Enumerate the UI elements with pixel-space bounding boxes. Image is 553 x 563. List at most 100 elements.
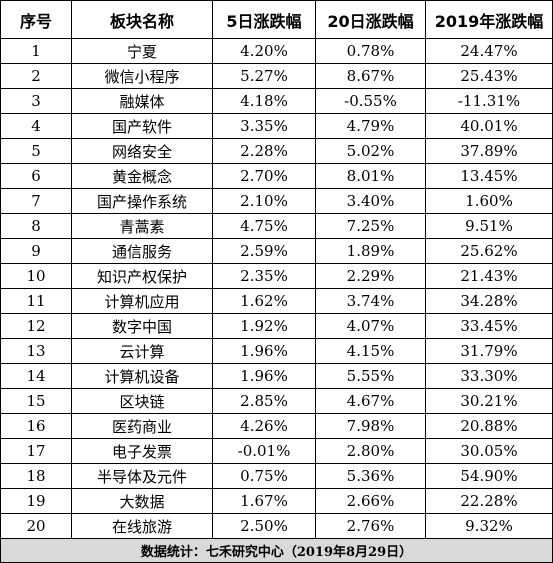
table-row: 8 青蒿素 4.75% 7.25% 9.51% — [0, 213, 553, 239]
cell-sector-name: 医药商业 — [71, 413, 213, 439]
cell-sector-name: 计算机设备 — [71, 363, 213, 389]
cell-2019-change: 1.60% — [425, 188, 553, 214]
cell-5day-change: 3.35% — [212, 113, 316, 139]
cell-2019-change: 33.45% — [425, 313, 553, 339]
cell-2019-change: -11.31% — [425, 88, 553, 114]
cell-20day-change: 3.74% — [315, 288, 426, 314]
table-row: 1 宁夏 4.20% 0.78% 24.47% — [0, 38, 553, 64]
table-row: 2 微信小程序 5.27% 8.67% 25.43% — [0, 63, 553, 89]
cell-5day-change: 1.96% — [212, 338, 316, 364]
header-row: 序号 板块名称 5日涨跌幅 20日涨跌幅 2019年涨跌幅 — [0, 0, 553, 39]
cell-index: 13 — [0, 338, 72, 364]
cell-2019-change: 34.28% — [425, 288, 553, 314]
cell-5day-change: 4.20% — [212, 38, 316, 64]
cell-index: 8 — [0, 213, 72, 239]
table-row: 9 通信服务 2.59% 1.89% 25.62% — [0, 238, 553, 264]
cell-index: 3 — [0, 88, 72, 114]
cell-20day-change: 8.01% — [315, 163, 426, 189]
cell-5day-change: 1.96% — [212, 363, 316, 389]
cell-5day-change: 2.59% — [212, 238, 316, 264]
cell-20day-change: 2.66% — [315, 488, 426, 514]
table-row: 4 国产软件 3.35% 4.79% 40.01% — [0, 113, 553, 139]
cell-2019-change: 54.90% — [425, 463, 553, 489]
cell-20day-change: 2.80% — [315, 438, 426, 464]
table-row: 7 国产操作系统 2.10% 3.40% 1.60% — [0, 188, 553, 214]
table-row: 18 半导体及元件 0.75% 5.36% 54.90% — [0, 463, 553, 489]
table-row: 11 计算机应用 1.62% 3.74% 34.28% — [0, 288, 553, 314]
table-row: 3 融媒体 4.18% -0.55% -11.31% — [0, 88, 553, 114]
cell-sector-name: 通信服务 — [71, 238, 213, 264]
cell-index: 5 — [0, 138, 72, 164]
cell-5day-change: 2.70% — [212, 163, 316, 189]
cell-sector-name: 区块链 — [71, 388, 213, 414]
cell-index: 19 — [0, 488, 72, 514]
cell-sector-name: 大数据 — [71, 488, 213, 514]
cell-20day-change: 7.25% — [315, 213, 426, 239]
cell-sector-name: 青蒿素 — [71, 213, 213, 239]
cell-2019-change: 33.30% — [425, 363, 553, 389]
cell-sector-name: 数字中国 — [71, 313, 213, 339]
table-row: 17 电子发票 -0.01% 2.80% 30.05% — [0, 438, 553, 464]
cell-20day-change: 7.98% — [315, 413, 426, 439]
cell-2019-change: 20.88% — [425, 413, 553, 439]
cell-sector-name: 知识产权保护 — [71, 263, 213, 289]
table-row: 19 大数据 1.67% 2.66% 22.28% — [0, 488, 553, 514]
cell-sector-name: 网络安全 — [71, 138, 213, 164]
cell-5day-change: 0.75% — [212, 463, 316, 489]
cell-sector-name: 宁夏 — [71, 38, 213, 64]
cell-20day-change: 8.67% — [315, 63, 426, 89]
cell-5day-change: 2.50% — [212, 513, 316, 539]
cell-20day-change: 1.89% — [315, 238, 426, 264]
cell-5day-change: 2.10% — [212, 188, 316, 214]
cell-sector-name: 融媒体 — [71, 88, 213, 114]
cell-2019-change: 9.32% — [425, 513, 553, 539]
cell-sector-name: 半导体及元件 — [71, 463, 213, 489]
cell-20day-change: 5.55% — [315, 363, 426, 389]
cell-2019-change: 21.43% — [425, 263, 553, 289]
table-row: 12 数字中国 1.92% 4.07% 33.45% — [0, 313, 553, 339]
table-row: 20 在线旅游 2.50% 2.76% 9.32% — [0, 513, 553, 539]
cell-20day-change: 2.76% — [315, 513, 426, 539]
cell-5day-change: 5.27% — [212, 63, 316, 89]
cell-5day-change: 4.18% — [212, 88, 316, 114]
table-row: 5 网络安全 2.28% 5.02% 37.89% — [0, 138, 553, 164]
cell-5day-change: 4.75% — [212, 213, 316, 239]
cell-2019-change: 30.21% — [425, 388, 553, 414]
header-20day-change: 20日涨跌幅 — [315, 0, 426, 39]
cell-20day-change: 4.15% — [315, 338, 426, 364]
cell-sector-name: 计算机应用 — [71, 288, 213, 314]
header-index: 序号 — [0, 0, 72, 39]
cell-2019-change: 13.45% — [425, 163, 553, 189]
cell-2019-change: 30.05% — [425, 438, 553, 464]
table-row: 10 知识产权保护 2.35% 2.29% 21.43% — [0, 263, 553, 289]
cell-index: 17 — [0, 438, 72, 464]
cell-sector-name: 微信小程序 — [71, 63, 213, 89]
cell-20day-change: 5.36% — [315, 463, 426, 489]
cell-2019-change: 24.47% — [425, 38, 553, 64]
cell-sector-name: 国产软件 — [71, 113, 213, 139]
cell-2019-change: 25.43% — [425, 63, 553, 89]
table-row: 13 云计算 1.96% 4.15% 31.79% — [0, 338, 553, 364]
footer-row: 数据统计：七禾研究中心（2019年8月29日） — [0, 538, 553, 563]
cell-index: 18 — [0, 463, 72, 489]
cell-index: 20 — [0, 513, 72, 539]
cell-20day-change: 5.02% — [315, 138, 426, 164]
cell-index: 10 — [0, 263, 72, 289]
cell-5day-change: 2.35% — [212, 263, 316, 289]
cell-5day-change: 1.67% — [212, 488, 316, 514]
cell-20day-change: 4.67% — [315, 388, 426, 414]
cell-sector-name: 国产操作系统 — [71, 188, 213, 214]
cell-5day-change: -0.01% — [212, 438, 316, 464]
cell-20day-change: 0.78% — [315, 38, 426, 64]
cell-index: 11 — [0, 288, 72, 314]
cell-20day-change: 2.29% — [315, 263, 426, 289]
header-sector-name: 板块名称 — [71, 0, 213, 39]
header-2019-change: 2019年涨跌幅 — [425, 0, 553, 39]
cell-2019-change: 25.62% — [425, 238, 553, 264]
table-row: 6 黄金概念 2.70% 8.01% 13.45% — [0, 163, 553, 189]
cell-20day-change: -0.55% — [315, 88, 426, 114]
table-row: 16 医药商业 4.26% 7.98% 20.88% — [0, 413, 553, 439]
cell-2019-change: 22.28% — [425, 488, 553, 514]
